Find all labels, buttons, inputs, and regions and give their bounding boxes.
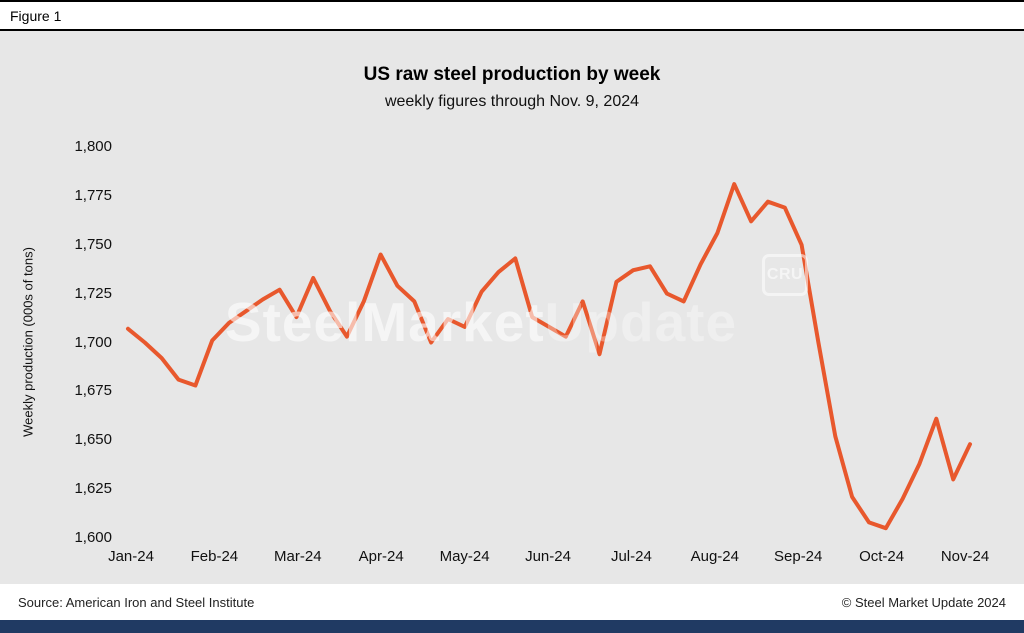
x-tick-label: Feb-24 [190, 548, 239, 565]
chart-subtitle: weekly figures through Nov. 9, 2024 [384, 93, 640, 110]
y-tick-label: 1,750 [74, 235, 112, 253]
x-tick-label: May-24 [439, 548, 490, 565]
y-tick-label: 1,725 [74, 284, 112, 302]
y-tick-label: 1,800 [74, 138, 112, 155]
chart-title: US raw steel production by week [363, 64, 661, 85]
x-tick-label: Aug-24 [690, 548, 739, 565]
bottom-accent-bar [0, 620, 1024, 633]
x-tick-label: Nov-24 [940, 548, 990, 565]
y-tick-label: 1,675 [74, 382, 112, 400]
y-tick-label: 1,775 [74, 186, 112, 204]
copyright-notice: © Steel Market Update 2024 [841, 594, 1006, 610]
y-tick-label: 1,650 [74, 431, 112, 449]
x-tick-label: Jan-24 [108, 548, 154, 565]
y-tick-label: 1,700 [74, 333, 112, 351]
chart-area [0, 31, 1024, 584]
production-line [126, 182, 972, 531]
x-tick-label: Oct-24 [859, 548, 905, 565]
x-tick-label: Jul-24 [610, 548, 652, 565]
x-tick-label: Sep-24 [774, 548, 823, 565]
x-tick-label: Apr-24 [358, 548, 404, 565]
figure-label: Figure 1 [10, 7, 62, 24]
line-chart-plot [126, 182, 972, 531]
footer: Source: American Iron and Steel Institut… [0, 584, 1024, 620]
figure-header: Figure 1 [0, 0, 1024, 31]
y-axis-label: Weekly production (000s of tons) [20, 247, 36, 437]
x-tick-label: Jun-24 [525, 548, 571, 565]
x-tick-label: Mar-24 [274, 548, 322, 565]
source-attribution: Source: American Iron and Steel Institut… [18, 594, 255, 610]
y-tick-label: 1,600 [74, 529, 112, 546]
y-tick-label: 1,625 [74, 480, 112, 498]
